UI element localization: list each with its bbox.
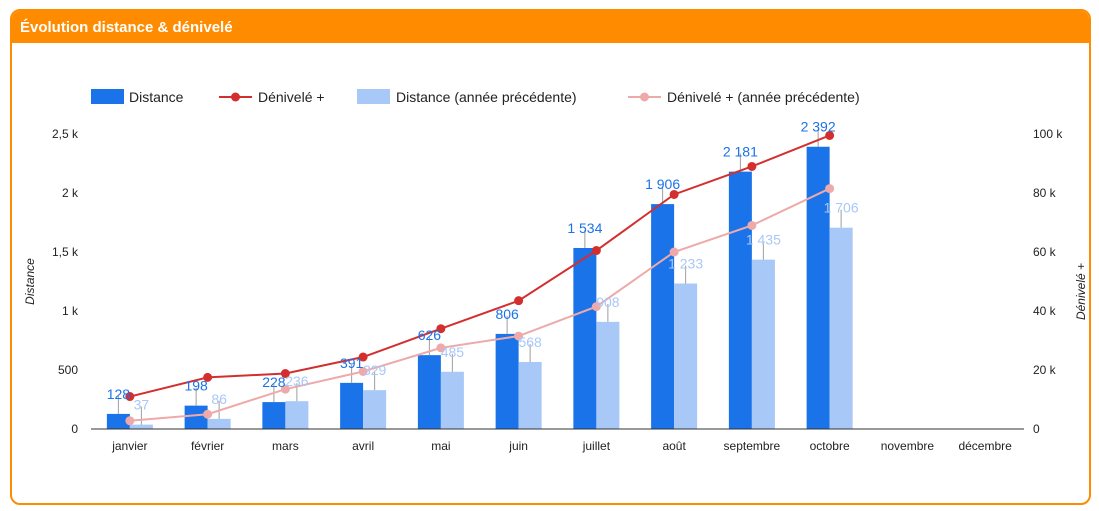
y-right-tick-label: 60 k xyxy=(1033,245,1057,259)
data-label-distance-prev: 86 xyxy=(211,391,227,407)
bar-distance-prev xyxy=(363,390,387,429)
data-label-distance-prev: 908 xyxy=(596,294,620,310)
bar-distance-prev xyxy=(518,361,542,429)
legend-label-denivele: Dénivelé + xyxy=(258,89,325,105)
denivele-prev-point xyxy=(669,247,679,257)
denivele-point xyxy=(203,372,213,382)
legend-label-distance: Distance xyxy=(129,89,184,105)
denivele-point xyxy=(280,369,290,379)
bar-distance xyxy=(184,405,208,429)
data-label-distance: 128 xyxy=(107,386,131,402)
legend-label-distance-prev: Distance (année précédente) xyxy=(396,89,577,105)
y-left-tick-label: 1 k xyxy=(62,304,79,318)
x-tick-label: mars xyxy=(272,439,299,453)
data-label-distance-prev: 568 xyxy=(518,334,542,350)
x-tick-label: septembre xyxy=(724,439,781,453)
data-label-distance-prev: 1 435 xyxy=(746,232,781,248)
x-tick-label: mai xyxy=(431,439,450,453)
data-label-distance: 1 534 xyxy=(567,220,602,236)
y-right-axis-title: Dénivelé + xyxy=(1074,263,1088,320)
bar-distance xyxy=(806,146,830,429)
y-left-axis-title: Distance xyxy=(23,258,37,305)
data-label-distance: 2 181 xyxy=(723,144,758,160)
denivele-point xyxy=(669,189,679,199)
denivele-prev-point xyxy=(436,343,446,353)
bar-distance-prev xyxy=(674,283,698,429)
y-right-tick-label: 80 k xyxy=(1033,186,1057,200)
denivele-point xyxy=(747,161,757,171)
legend-swatch-distance-prev xyxy=(357,89,390,104)
bar-distance xyxy=(573,247,597,429)
denivele-prev-line xyxy=(129,187,831,422)
denivele-line xyxy=(129,134,830,398)
data-label-distance-prev: 485 xyxy=(441,344,465,360)
y-left-tick-label: 1,5 k xyxy=(52,245,79,259)
bar-distance xyxy=(495,333,519,429)
denivele-prev-point xyxy=(125,416,135,426)
x-tick-label: décembre xyxy=(958,439,1012,453)
denivele-prev-point xyxy=(591,302,601,312)
denivele-point xyxy=(591,246,601,256)
y-right-tick-label: 20 k xyxy=(1033,363,1057,377)
y-left-tick-label: 500 xyxy=(58,363,78,377)
bar-distance xyxy=(728,171,752,429)
x-tick-label: juillet xyxy=(582,439,611,453)
data-label-distance: 2 392 xyxy=(801,119,836,135)
data-label-distance: 198 xyxy=(184,378,208,394)
y-right-tick-label: 40 k xyxy=(1033,304,1057,318)
bar-distance xyxy=(340,382,364,429)
denivele-prev-point xyxy=(825,184,835,194)
y-right-tick-label: 0 xyxy=(1033,422,1040,436)
denivele-prev-point xyxy=(280,384,290,394)
bar-distance-prev xyxy=(129,424,153,429)
y-left-tick-label: 2 k xyxy=(62,186,79,200)
denivele-prev-point xyxy=(514,331,524,341)
x-tick-label: novembre xyxy=(881,439,935,453)
data-label-distance: 391 xyxy=(340,355,364,371)
y-left-tick-label: 2,5 k xyxy=(52,127,79,141)
denivele-prev-point xyxy=(747,220,757,230)
x-tick-label: juin xyxy=(508,439,528,453)
x-tick-label: août xyxy=(662,439,686,453)
legend-marker-denivele xyxy=(231,92,240,102)
data-label-distance-prev: 236 xyxy=(285,373,309,389)
data-label-distance: 626 xyxy=(418,327,442,343)
x-tick-label: février xyxy=(191,439,224,453)
x-tick-label: avril xyxy=(352,439,374,453)
legend-swatch-distance xyxy=(91,89,124,104)
bar-distance xyxy=(417,355,441,429)
x-tick-label: octobre xyxy=(810,439,850,453)
bar-distance xyxy=(651,204,675,429)
data-label-distance: 806 xyxy=(495,306,519,322)
bar-distance-prev xyxy=(751,259,775,429)
data-label-distance: 228 xyxy=(262,374,286,390)
denivele-point xyxy=(514,296,524,306)
denivele-point xyxy=(358,352,368,362)
data-label-distance: 1 906 xyxy=(645,176,680,192)
data-label-distance-prev: 1 706 xyxy=(824,200,859,216)
bar-distance-prev xyxy=(440,371,464,429)
bar-distance-prev xyxy=(596,321,620,429)
denivele-prev-point xyxy=(203,409,213,419)
bar-distance-prev xyxy=(829,227,853,429)
denivele-point xyxy=(436,324,446,334)
denivele-prev-point xyxy=(358,366,368,376)
bar-distance-prev xyxy=(285,401,309,429)
bar-distance xyxy=(106,413,130,429)
denivele-point xyxy=(825,130,835,140)
legend-label-denivele-prev: Dénivelé + (année précédente) xyxy=(667,89,860,105)
bar-distance-prev xyxy=(207,418,231,429)
data-label-distance-prev: 37 xyxy=(134,397,150,413)
x-tick-label: janvier xyxy=(111,439,147,453)
card-title: Évolution distance & dénivelé xyxy=(12,11,1089,43)
data-label-distance-prev: 1 233 xyxy=(668,256,703,272)
legend-marker-denivele-prev xyxy=(640,92,649,102)
y-left-tick-label: 0 xyxy=(71,422,78,436)
y-right-tick-label: 100 k xyxy=(1033,127,1063,141)
denivele-point xyxy=(125,392,135,402)
bar-distance xyxy=(262,402,286,429)
data-label-distance-prev: 329 xyxy=(363,362,387,378)
